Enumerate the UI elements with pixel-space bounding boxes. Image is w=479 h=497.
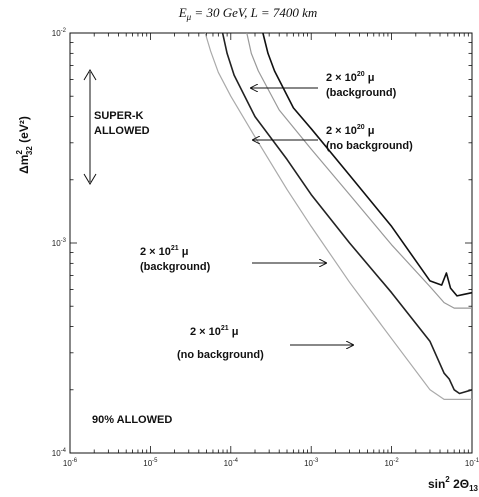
ylabel-base: Δm (17, 155, 31, 174)
x-tick-label-base: 10 (304, 459, 313, 468)
y-axis-label: Δm232 (eV²) (15, 116, 34, 174)
superk-arrow-top (83, 69, 97, 81)
curve-line (204, 32, 472, 400)
x-tick-label-exp: -6 (72, 458, 78, 464)
x-tick-label: 10-3 (304, 458, 319, 468)
curve-line (221, 32, 473, 395)
annotation-nobg1e21-line2: (no background) (177, 349, 264, 361)
annotation-bg1e21-coef: 2 × 10 (140, 246, 171, 258)
annotation-bg1e21-unit: μ (179, 246, 189, 258)
superk-label-line1: SUPER-K (94, 110, 144, 122)
x-tick-label: 10-1 (465, 458, 479, 468)
axis-tick-labels: 10-6 10-5 10-4 10-3 10-2 10-110-410-310-2 (52, 28, 479, 468)
curves (204, 32, 473, 400)
xlabel-mid: 2Θ (450, 477, 469, 491)
annotation-nobg1e21-unit: μ (229, 326, 239, 338)
y-tick-label-exp: -2 (61, 28, 67, 34)
x-tick-label-exp: -1 (474, 458, 479, 464)
ylabel-sub: 32 (25, 146, 34, 155)
curve-line (262, 32, 473, 297)
y-tick-label-base: 10 (52, 239, 61, 248)
x-tick-label-base: 10 (63, 459, 72, 468)
title-e-sub: μ (186, 12, 192, 22)
y-tick-label-base: 10 (52, 449, 61, 458)
y-tick-label: 10-2 (52, 28, 67, 38)
annotation-bg1e20: 2 × 1020 μ (background) (251, 71, 397, 99)
x-tick-label-exp: -3 (313, 458, 319, 464)
annotation-nobg1e21: 2 × 1021 μ (no background) (177, 325, 353, 361)
x-tick-label: 10-5 (143, 458, 158, 468)
curve-line (246, 32, 472, 309)
x-tick-label-base: 10 (143, 459, 152, 468)
annotation-nobg1e20-line2: (no background) (326, 140, 413, 152)
x-tick-label-exp: -5 (152, 458, 158, 464)
annotation-bg1e20-unit: μ (365, 72, 375, 84)
y-tick-label: 10-4 (52, 448, 67, 458)
annotation-bg1e20-line2: (background) (326, 87, 397, 99)
annotation-nobg1e20-unit: μ (365, 125, 375, 137)
x-tick-label-base: 10 (384, 459, 393, 468)
ylabel-sup: 2 (15, 150, 24, 155)
annotation-bg1e20-coef: 2 × 10 (326, 72, 357, 84)
annotation-bg1e21-line1: 2 × 1021 μ (140, 245, 188, 258)
annotation-nobg1e21-coef: 2 × 10 (190, 326, 221, 338)
y-tick-label-exp: -4 (61, 448, 67, 454)
annotation-nobg1e20: 2 × 1020 μ (no background) (253, 124, 413, 152)
x-tick-label: 10-6 (63, 458, 78, 468)
y-tick-label-base: 10 (52, 29, 61, 38)
annotation-nobg1e20-coef: 2 × 10 (326, 125, 357, 137)
x-tick-label: 10-4 (224, 458, 239, 468)
x-axis-label: sin2 2Θ13 (428, 475, 479, 493)
xlabel-sup: 2 (445, 475, 450, 484)
ylabel-rest: (eV²) (17, 116, 31, 146)
x-tick-label-exp: -4 (233, 458, 239, 464)
plot-frame (69, 32, 473, 454)
annotation-bg1e20-line1: 2 × 1020 μ (326, 71, 374, 84)
xlabel-base: sin (428, 477, 445, 491)
superk-arrow-bottom (83, 173, 97, 185)
annotation-bg1e20-exp: 20 (357, 71, 365, 78)
annotation-bg1e21-line2: (background) (140, 261, 211, 273)
annotation-nobg1e21-exp: 21 (221, 325, 229, 332)
allowed-label: 90% ALLOWED (92, 414, 172, 426)
x-tick-label-exp: -2 (393, 458, 399, 464)
annotation-bg1e21: 2 × 1021 μ (background) (140, 245, 326, 273)
y-tick-label-exp: -3 (61, 238, 67, 244)
annotation-nobg1e21-line1: 2 × 1021 μ (190, 325, 238, 338)
chart-title: Eμ = 30 GeV, L = 7400 km (178, 5, 318, 22)
annotation-nobg1e20-exp: 20 (357, 124, 365, 131)
x-tick-label-base: 10 (465, 459, 474, 468)
title-rest: = 30 GeV, L = 7400 km (191, 5, 317, 20)
axis-ticks (69, 32, 473, 454)
x-tick-label: 10-2 (384, 458, 399, 468)
superk-region: SUPER-K ALLOWED (83, 69, 150, 185)
superk-label-line2: ALLOWED (94, 125, 150, 137)
xlabel-sub: 13 (469, 484, 478, 493)
annotation-nobg1e20-line1: 2 × 1020 μ (326, 124, 374, 137)
y-tick-label: 10-3 (52, 238, 67, 248)
x-tick-label-base: 10 (224, 459, 233, 468)
annotation-bg1e21-exp: 21 (171, 245, 179, 252)
title-e: E (178, 5, 187, 20)
